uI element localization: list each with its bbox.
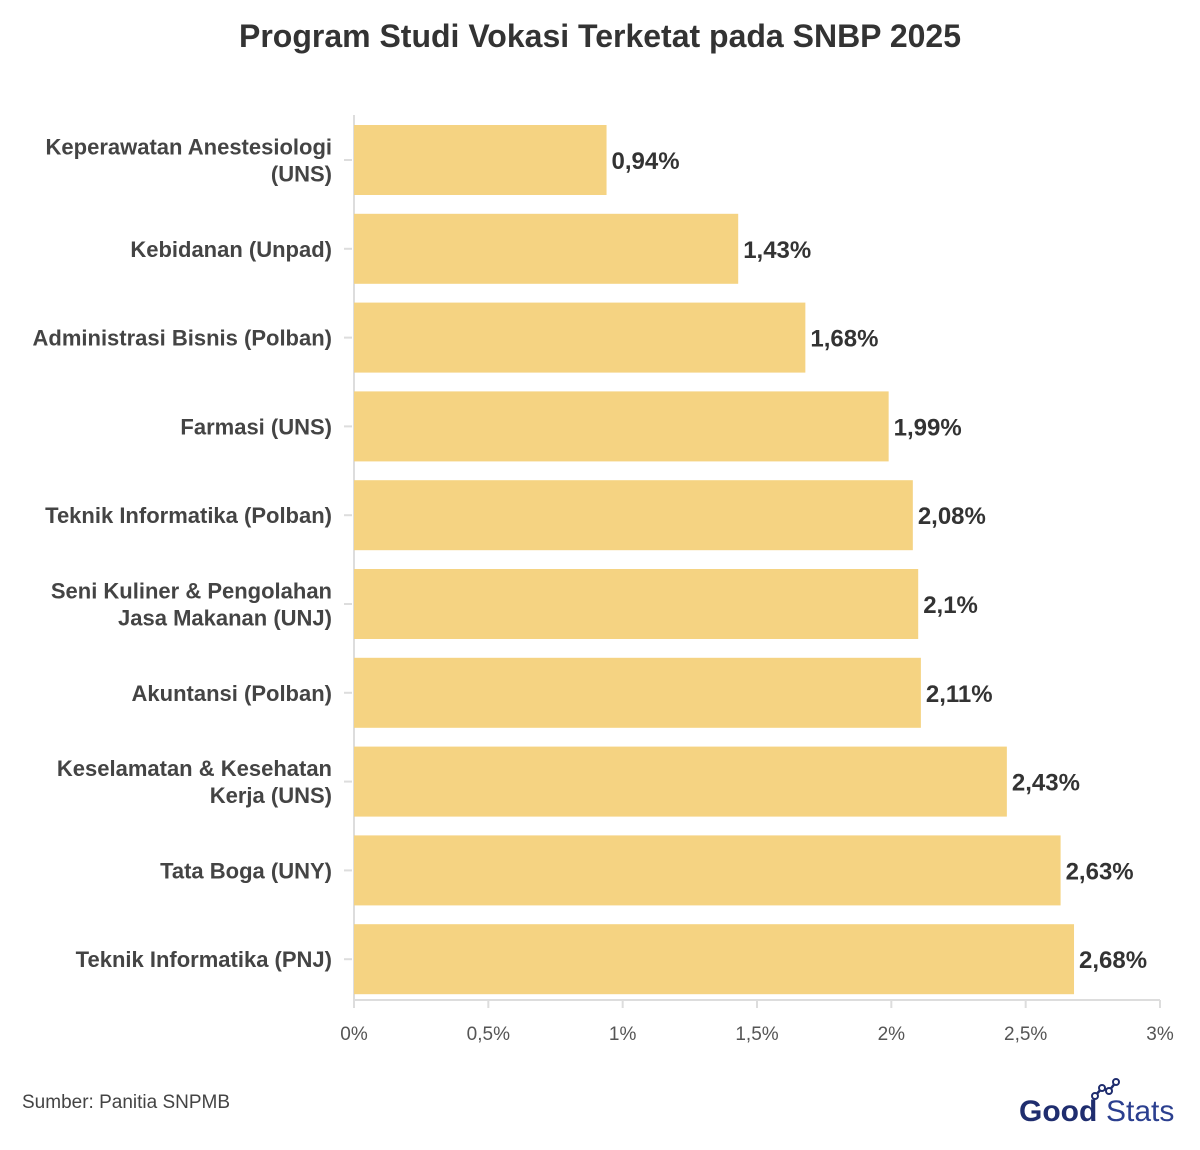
logo-dot bbox=[1105, 1087, 1113, 1095]
bar bbox=[354, 125, 607, 195]
x-tick-label: 1,5% bbox=[735, 1024, 778, 1045]
category-label: Administrasi Bisnis (Polban) bbox=[33, 326, 333, 351]
bar bbox=[354, 924, 1075, 995]
bar bbox=[354, 391, 889, 462]
source-note: Sumber: Panitia SNPMB bbox=[22, 1092, 231, 1113]
x-tick-label: 0% bbox=[340, 1024, 368, 1045]
bar-value-label: 2,11% bbox=[926, 681, 993, 708]
bar-value-label: 1,99% bbox=[894, 414, 962, 441]
category-label: (UNS) bbox=[271, 162, 332, 187]
x-tick-label: 2,5% bbox=[1004, 1024, 1047, 1045]
bar-value-label: 2,1% bbox=[923, 592, 978, 619]
logo-dot bbox=[1098, 1084, 1106, 1092]
category-label: Seni Kuliner & Pengolahan bbox=[51, 579, 332, 604]
logo-dot bbox=[1091, 1092, 1099, 1100]
logo-stats-text: Stats bbox=[1106, 1095, 1174, 1128]
x-tick-label: 2% bbox=[878, 1024, 906, 1045]
category-label: Teknik Informatika (Polban) bbox=[45, 503, 332, 528]
logo-good-text: Good bbox=[1019, 1095, 1097, 1128]
category-label: Keperawatan Anestesiologi bbox=[46, 135, 332, 160]
bar bbox=[354, 569, 919, 639]
category-label: Farmasi (UNS) bbox=[180, 414, 332, 439]
bar-value-label: 2,08% bbox=[918, 503, 986, 530]
bar-value-label: 2,68% bbox=[1079, 947, 1147, 974]
bar-value-label: 1,43% bbox=[743, 237, 811, 264]
category-label: Teknik Informatika (PNJ) bbox=[76, 947, 332, 972]
x-tick-label: 3% bbox=[1146, 1024, 1174, 1045]
bar-chart: 0% 0,5% 1% 1,5% 2% 2,5% 3% 0,94% Keperawatan Ane… bbox=[33, 115, 1174, 1045]
bar bbox=[354, 213, 739, 284]
bar-value-label: 1,68% bbox=[810, 326, 878, 353]
goodstats-logo: Good Stats bbox=[1019, 1078, 1174, 1128]
category-label: Akuntansi (Polban) bbox=[132, 681, 332, 706]
bar-value-label: 0,94% bbox=[612, 148, 680, 175]
bar-value-label: 2,43% bbox=[1012, 770, 1080, 797]
chart-title: Program Studi Vokasi Terketat pada SNBP … bbox=[238, 18, 962, 54]
logo-dot bbox=[1112, 1078, 1120, 1086]
category-label: Kerja (UNS) bbox=[210, 783, 332, 808]
category-label: Kebidanan (Unpad) bbox=[130, 237, 332, 262]
x-tick-label: 0,5% bbox=[467, 1024, 510, 1045]
bar-value-label: 2,63% bbox=[1066, 858, 1134, 885]
bar bbox=[354, 746, 1007, 817]
category-label: Jasa Makanan (UNJ) bbox=[118, 606, 332, 631]
bar bbox=[354, 657, 921, 728]
bar bbox=[354, 302, 806, 373]
bar bbox=[354, 480, 913, 551]
x-tick-label: 1% bbox=[609, 1024, 637, 1045]
bar bbox=[354, 835, 1061, 906]
category-label: Tata Boga (UNY) bbox=[160, 858, 332, 883]
category-label: Keselamatan & Kesehatan bbox=[57, 756, 332, 781]
